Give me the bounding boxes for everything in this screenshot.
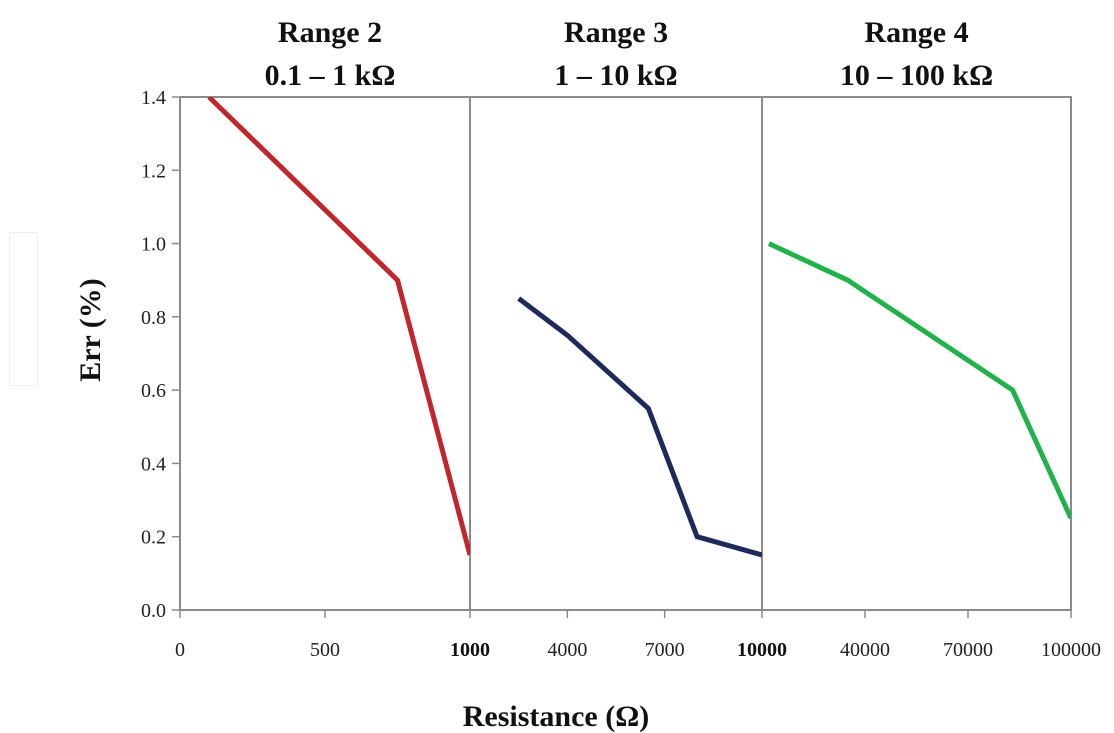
y-tick-label: 0.6 bbox=[141, 380, 166, 402]
panel-frame bbox=[761, 96, 1072, 611]
x-tick-label: 100000 bbox=[1041, 639, 1101, 661]
panel-title-line2: 10 – 100 kΩ bbox=[840, 59, 993, 92]
x-tick-label: 0 bbox=[175, 639, 185, 661]
panel-frame bbox=[469, 96, 763, 611]
panel-title-line1: Range 4 bbox=[864, 16, 968, 49]
y-tick-label: 0.4 bbox=[141, 453, 166, 475]
x-tick-label: 10000 bbox=[737, 639, 787, 661]
panel-frame bbox=[180, 96, 471, 610]
x-tick-label: 40000 bbox=[840, 639, 890, 661]
series-line-range-2 bbox=[207, 97, 470, 556]
y-tick-label: 1.4 bbox=[141, 87, 166, 109]
panel-title-line1: Range 3 bbox=[564, 16, 668, 49]
x-axis-title: Resistance (Ω) bbox=[463, 700, 649, 733]
panel-title-line2: 1 – 10 kΩ bbox=[554, 59, 677, 92]
panel-title-line1: Range 2 bbox=[278, 16, 382, 49]
y-tick-label: 1.0 bbox=[141, 234, 166, 256]
series-line-range-4 bbox=[767, 241, 1071, 520]
legend-placeholder-box bbox=[9, 232, 38, 386]
y-tick-label: 0.2 bbox=[141, 527, 166, 549]
x-tick-label: 70000 bbox=[943, 639, 993, 661]
x-tick-label: 4000 bbox=[547, 639, 587, 661]
panel-title-line2: 0.1 – 1 kΩ bbox=[265, 59, 396, 92]
y-axis-title: Err (%) bbox=[74, 278, 107, 382]
y-tick-label: 0.8 bbox=[141, 307, 166, 329]
y-tick-label: 1.2 bbox=[141, 160, 166, 182]
x-tick-label: 7000 bbox=[645, 639, 685, 661]
y-tick-label: 0.0 bbox=[141, 600, 166, 622]
series-line-range-3 bbox=[517, 296, 762, 558]
x-tick-label: 1000 bbox=[450, 639, 490, 661]
x-tick-label: 500 bbox=[310, 639, 340, 661]
